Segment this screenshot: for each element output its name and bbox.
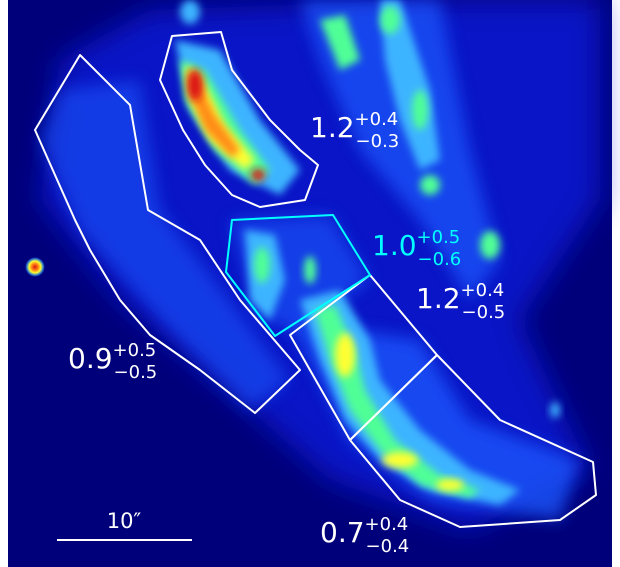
contour-central-box (225, 214, 371, 337)
region-label-lower-right: 0.7+0.4 (320, 514, 408, 549)
region-lower-error-central-box: −0.6 (418, 249, 462, 270)
region-value: 1.2 (310, 111, 355, 144)
contour-upper-left-arc (159, 31, 319, 208)
region-lower-error-right-middle: −0.5 (462, 302, 506, 323)
contour-left-strip (34, 54, 301, 414)
region-lower-error-left-strip: −0.5 (114, 362, 158, 383)
region-label-right-middle: 1.2+0.4 (416, 280, 504, 315)
region-label-upper-left-arc: 1.2+0.4 (310, 109, 398, 144)
scale-bar-label: 10″ (107, 509, 142, 533)
region-contours (34, 31, 597, 528)
region-value: 1.2 (416, 282, 461, 315)
region-value: 1.0 (372, 229, 417, 262)
bright-filaments (175, 0, 560, 505)
region-upper-error: +0.4 (355, 109, 399, 130)
right-frame-edge (612, 0, 620, 567)
region-upper-error: +0.4 (365, 514, 409, 535)
point-source (25, 257, 45, 277)
region-labels: 1.2+0.4−0.31.0+0.5−0.61.2+0.4−0.50.9+0.5… (68, 109, 505, 557)
region-upper-error: +0.5 (417, 227, 461, 248)
left-frame-edge (0, 0, 8, 567)
region-label-central-box: 1.0+0.5 (372, 227, 460, 262)
diffuse-emission (40, 0, 600, 530)
region-value: 0.7 (320, 516, 365, 549)
region-label-left-strip: 0.9+0.5 (68, 340, 156, 375)
region-upper-error: +0.5 (113, 340, 157, 361)
contour-lower-right (349, 354, 597, 528)
region-value: 0.9 (68, 342, 113, 375)
region-upper-error: +0.4 (461, 280, 505, 301)
region-lower-error-upper-left-arc: −0.3 (356, 131, 400, 152)
region-lower-error-lower-right: −0.4 (366, 536, 410, 557)
